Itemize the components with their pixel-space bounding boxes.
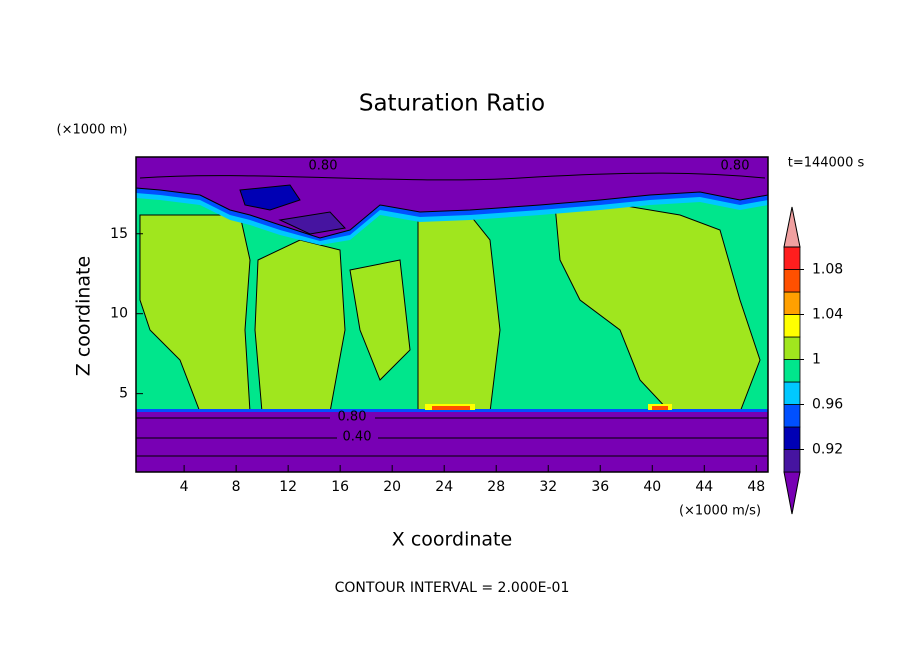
x-tick-label: 44 [695, 479, 713, 495]
colorbar-tick-label: 1.04 [812, 307, 843, 323]
field-region [432, 406, 470, 410]
colorbar-band [783, 246, 801, 270]
x-tick-label: 48 [747, 479, 765, 495]
x-tick-label: 4 [180, 479, 189, 495]
y-tick-label: 5 [119, 386, 128, 402]
colorbar-band [783, 404, 801, 428]
x-tick-label: 16 [331, 479, 349, 495]
contour-label: 0.40 [343, 430, 372, 445]
contour-label: 0.80 [309, 159, 338, 174]
x-tick-label: 24 [435, 479, 453, 495]
x-tick-label: 20 [383, 479, 401, 495]
colorbar-band [783, 291, 801, 315]
x-tick-label: 40 [643, 479, 661, 495]
field-region [349, 259, 411, 381]
y-axis-label: Z coordinate [73, 256, 95, 376]
colorbar-tick-label: 1 [812, 352, 821, 368]
plot-frame [135, 156, 769, 473]
field-region [417, 214, 501, 413]
colorbar-tick-label: 0.92 [812, 442, 843, 458]
contour-label: 0.80 [721, 159, 750, 174]
y-tick-label: 10 [110, 306, 128, 322]
field-region [239, 184, 301, 211]
colorbar-band [783, 359, 801, 383]
x-tick-label: 36 [591, 479, 609, 495]
colorbar-band [783, 449, 801, 473]
colorbar-band [783, 314, 801, 338]
time-label: t=144000 s [788, 156, 865, 171]
y-unit: (×1000 m) [57, 123, 128, 138]
contour-line [139, 172, 766, 181]
colorbar-extension [783, 471, 801, 515]
field-region [652, 406, 668, 410]
colorbar-band [783, 269, 801, 293]
contour-label: 0.80 [338, 410, 367, 425]
field-region [136, 409, 768, 414]
field-region [254, 239, 346, 413]
footer: CONTOUR INTERVAL = 2.000E-01 [335, 580, 570, 596]
x-tick-label: 12 [279, 479, 297, 495]
colorbar-band [783, 336, 801, 360]
x-unit: (×1000 m/s) [679, 504, 761, 519]
field-region [136, 412, 768, 472]
colorbar-tick-label: 1.08 [812, 262, 843, 278]
colorbar-band [783, 381, 801, 405]
colorbar-band [783, 426, 801, 450]
chart-title: Saturation Ratio [359, 91, 545, 117]
x-tick-label: 8 [232, 479, 241, 495]
x-tick-label: 32 [539, 479, 557, 495]
colorbar-extension [783, 206, 801, 248]
field-region [278, 211, 347, 235]
x-axis-label: X coordinate [392, 529, 512, 551]
y-tick-label: 15 [110, 226, 128, 242]
colorbar-tick-label: 0.96 [812, 397, 843, 413]
x-tick-label: 28 [487, 479, 505, 495]
